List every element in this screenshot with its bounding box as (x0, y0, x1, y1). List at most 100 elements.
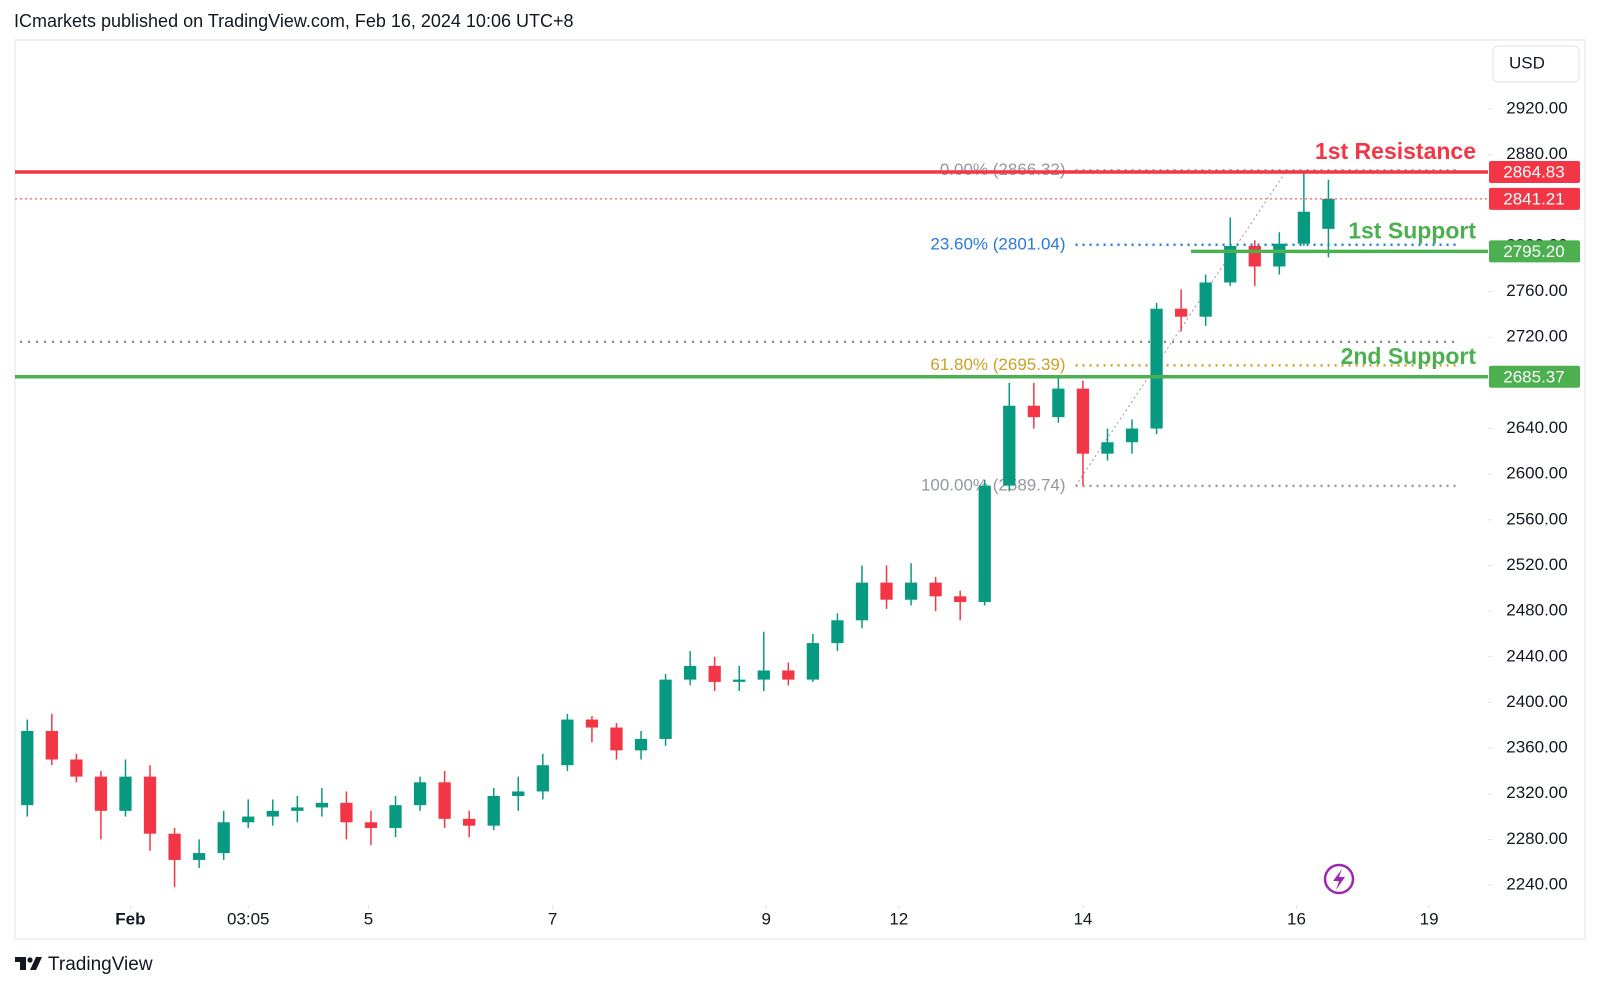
level-name: 1st Resistance (1315, 138, 1476, 164)
candle-body (855, 582, 869, 621)
candle-body (463, 818, 476, 826)
candle-body (438, 782, 451, 819)
fib-label: 0.00% (2866.32) (940, 160, 1066, 179)
candle-body (978, 485, 991, 603)
candle-body (242, 816, 255, 823)
candle-body (45, 730, 58, 760)
y-tick-label: 2640.00 (1506, 418, 1567, 437)
candle-body (659, 679, 672, 739)
candle-body (168, 833, 181, 860)
candle-body (487, 796, 500, 826)
x-tick-label: 7 (548, 909, 557, 928)
candle-body (340, 802, 353, 823)
tradingview-logo (15, 957, 42, 970)
publish-header: ICmarkets published on TradingView.com, … (14, 11, 574, 31)
y-tick-label: 2720.00 (1506, 327, 1567, 346)
candle-body (1224, 245, 1237, 283)
candle-body (585, 719, 599, 728)
candle-body (192, 853, 206, 860)
y-tick-label: 2400.00 (1506, 692, 1567, 711)
x-tick-label: 19 (1420, 909, 1439, 928)
candle-body (634, 738, 648, 751)
candle-body (708, 665, 721, 682)
y-tick-label: 2440.00 (1506, 646, 1567, 665)
candle-body (1125, 428, 1139, 443)
currency-box[interactable] (1492, 45, 1580, 83)
x-tick-label: 9 (761, 909, 770, 928)
price-tag (1489, 365, 1580, 388)
y-tick-label: 2520.00 (1506, 555, 1567, 574)
y-tick-label: 2360.00 (1506, 738, 1567, 757)
candle-body (70, 759, 83, 777)
price-tag-label: 2795.20 (1503, 242, 1564, 261)
candle-body (561, 719, 574, 766)
fib-label: 100.00% (2589.74) (921, 475, 1066, 494)
candle-body (1322, 198, 1335, 229)
y-tick-label: 2880.00 (1506, 144, 1567, 163)
candle-body (782, 670, 795, 680)
x-tick-label: 12 (889, 909, 908, 928)
x-tick-label: 16 (1287, 909, 1306, 928)
candle-body (1199, 282, 1212, 317)
candle-body (1297, 211, 1311, 244)
candle-body (610, 727, 623, 751)
y-tick-label: 2480.00 (1506, 601, 1567, 620)
candle-body (94, 776, 108, 811)
price-tag-label: 2841.21 (1503, 189, 1564, 208)
price-tag-label: 2864.83 (1503, 162, 1564, 181)
price-tag (1489, 160, 1580, 183)
candle-body (413, 782, 427, 806)
y-tick-label: 2240.00 (1506, 875, 1567, 894)
x-tick-label: Feb (115, 909, 145, 928)
y-tick-label: 2320.00 (1506, 783, 1567, 802)
candle-body (683, 665, 697, 680)
candle-body (954, 596, 967, 603)
candle-body (512, 791, 525, 797)
alert-icon[interactable] (1323, 863, 1355, 895)
candle-body (1052, 388, 1065, 418)
candle-body (1003, 405, 1016, 486)
candle-body (291, 807, 304, 811)
candle-body (143, 776, 157, 834)
y-tick-label: 2760.00 (1506, 281, 1567, 300)
candle-body (217, 822, 230, 854)
candle-body (364, 822, 378, 828)
candle-body (806, 643, 820, 680)
fib-label: 61.80% (2695.39) (930, 355, 1065, 374)
level-name: 2nd Support (1341, 343, 1477, 369)
candle-body (21, 730, 34, 806)
x-tick-label: 03:05 (227, 909, 270, 928)
candle-body (831, 620, 844, 644)
candle-body (929, 582, 942, 597)
currency-label: USD (1509, 53, 1545, 72)
y-tick-label: 2920.00 (1506, 98, 1567, 117)
candle-body (1273, 243, 1286, 267)
candle-body (389, 805, 402, 828)
price-tag-label: 2685.37 (1503, 367, 1564, 386)
x-tick-label: 5 (364, 909, 373, 928)
price-tag (1489, 187, 1580, 210)
chart-frame (14, 39, 1586, 940)
candle-body (536, 765, 549, 792)
y-tick-label: 2560.00 (1506, 509, 1567, 528)
candle-body (757, 670, 770, 680)
candle-body (266, 810, 279, 817)
candle-body (1027, 405, 1040, 418)
candle-body (880, 582, 893, 600)
candle-body (904, 582, 918, 600)
candle-body (1101, 442, 1114, 454)
y-tick-label: 2280.00 (1506, 829, 1567, 848)
y-tick-label: 2600.00 (1506, 464, 1567, 483)
fib-label: 23.60% (2801.04) (930, 234, 1065, 253)
level-name: 1st Support (1348, 218, 1476, 244)
footer-logo-text: TradingView (48, 954, 153, 975)
candle-body (315, 802, 329, 808)
candle-body (119, 776, 132, 811)
x-tick-label: 14 (1073, 909, 1092, 928)
candle-body (1174, 308, 1188, 317)
candle-body (1248, 245, 1261, 267)
candle-body (1076, 388, 1090, 454)
